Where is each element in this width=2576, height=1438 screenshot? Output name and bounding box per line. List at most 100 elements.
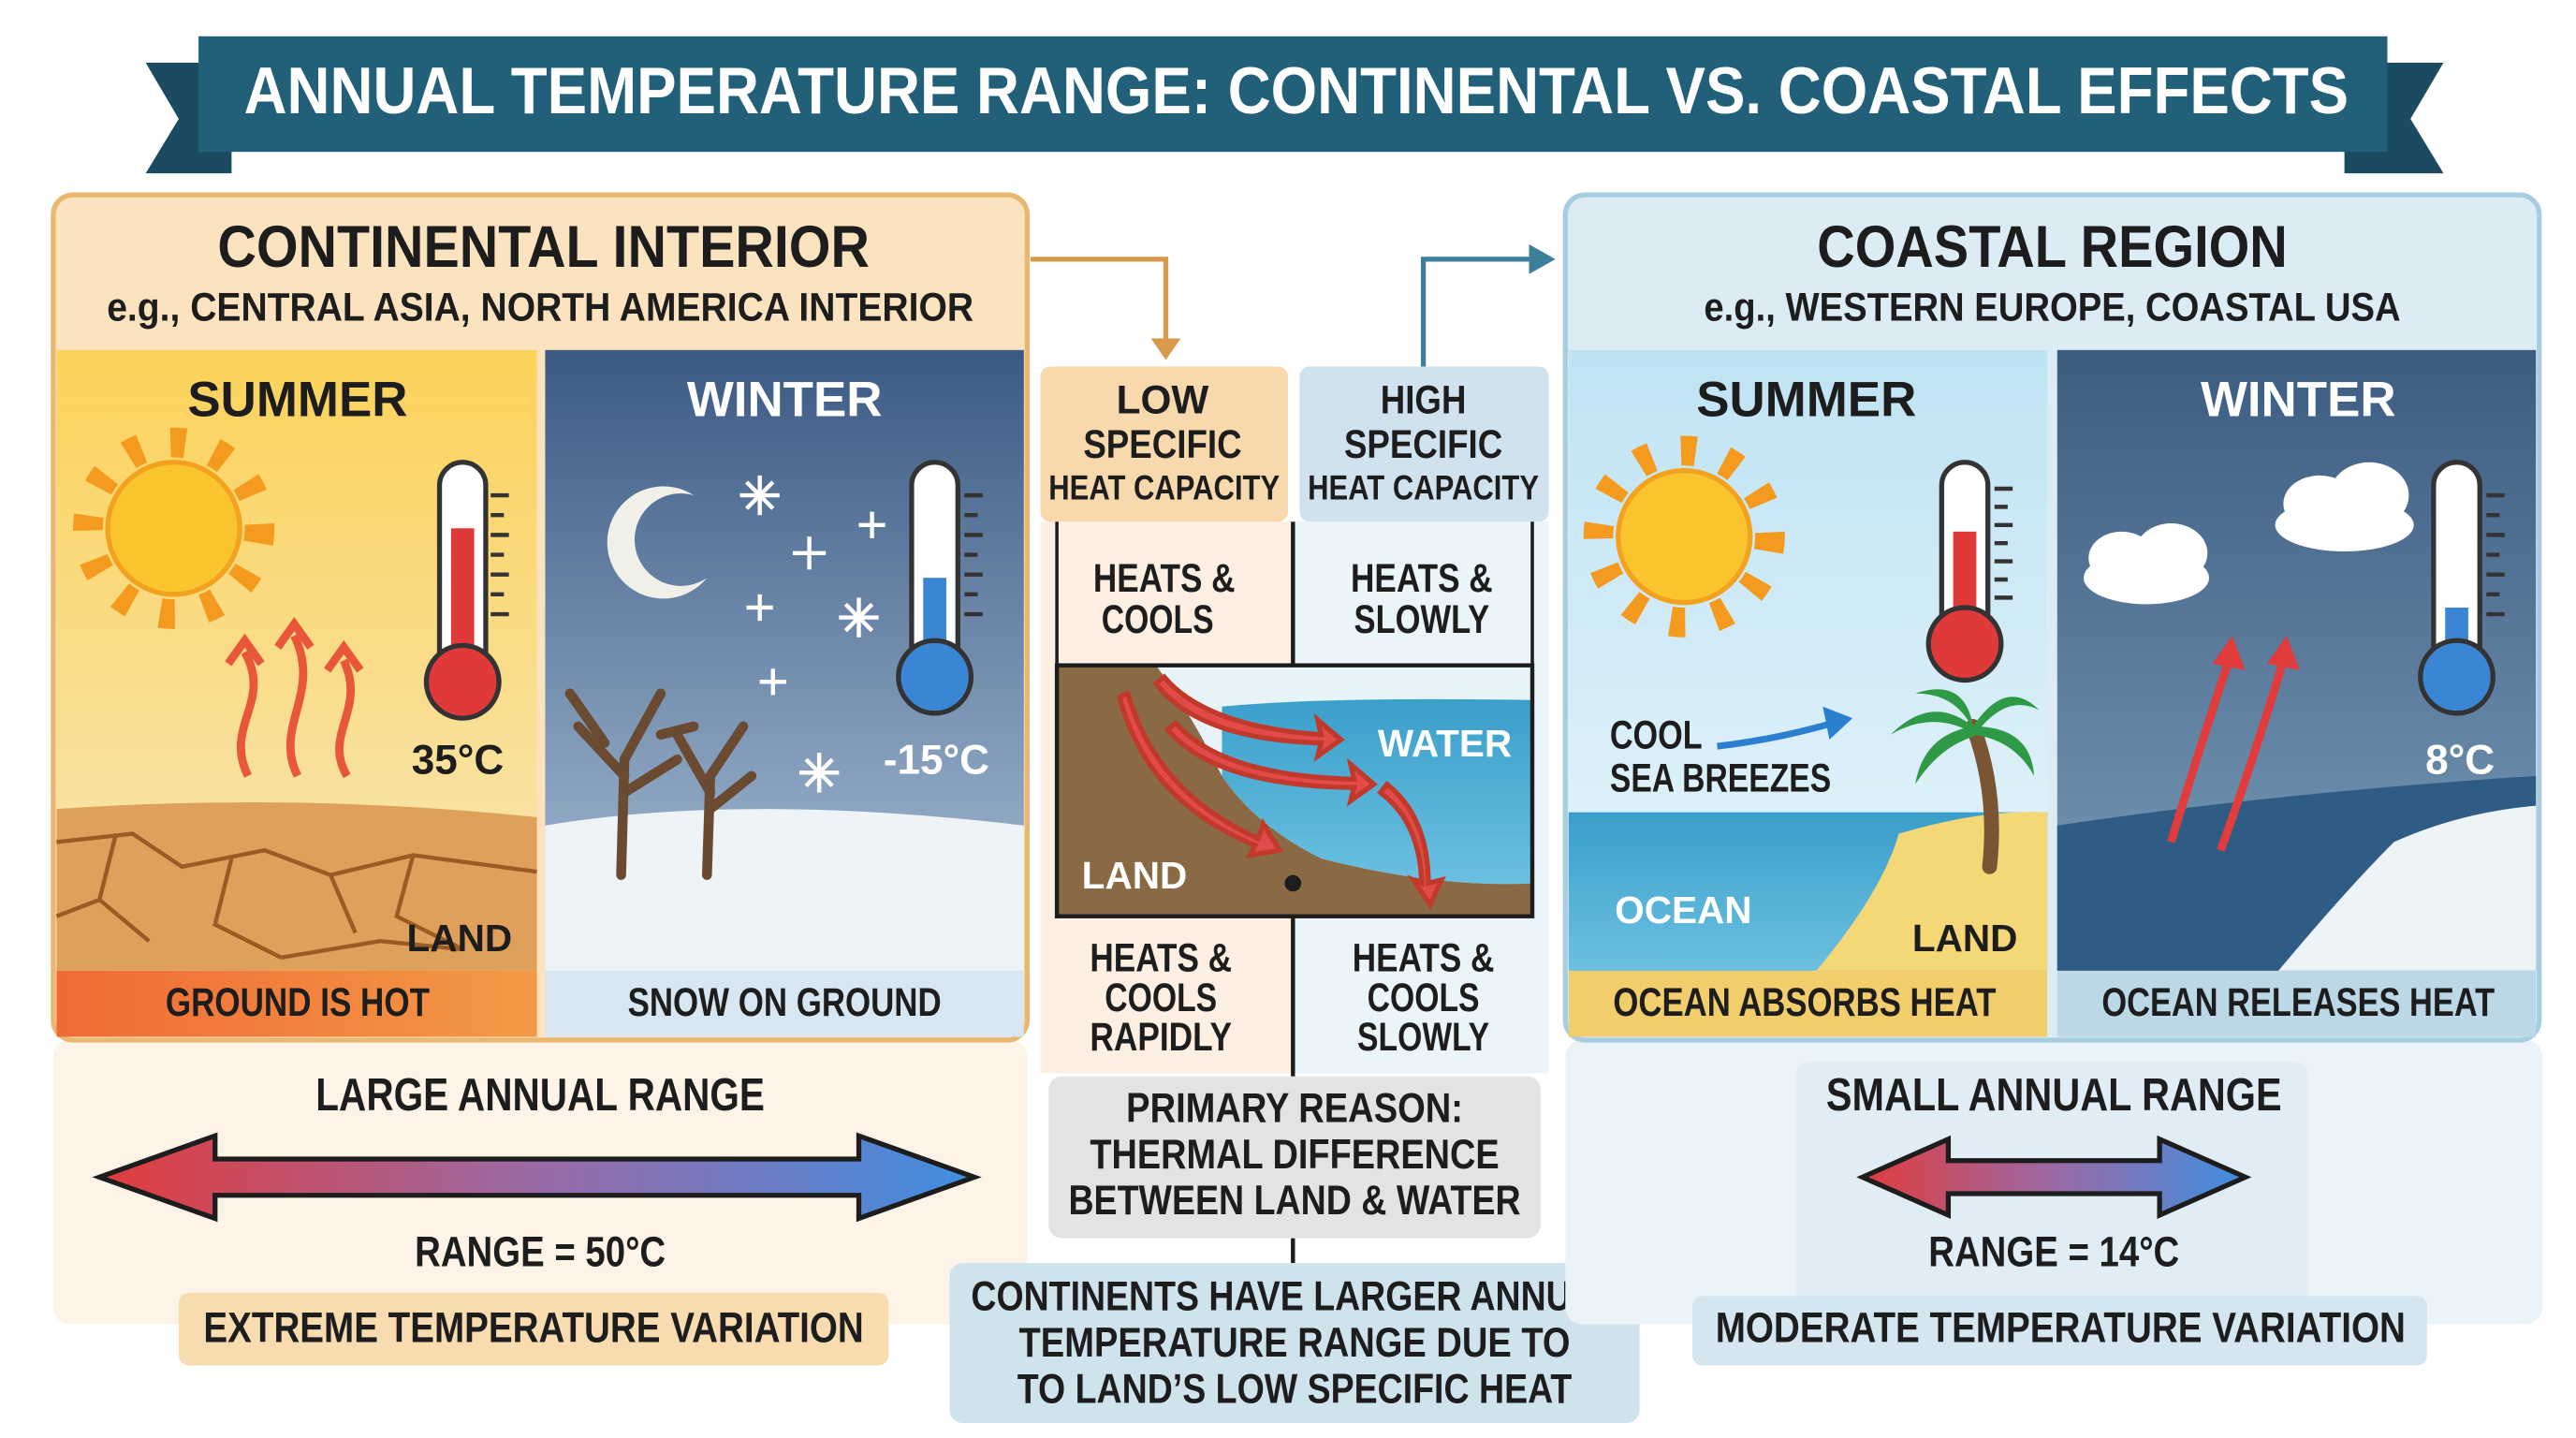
temperature: -15°C	[884, 737, 989, 783]
warm-air-head	[2212, 635, 2246, 670]
conclusion-line: TO LAND’S LOW SPECIFIC HEAT	[1017, 1366, 1573, 1412]
thermometer-ticks	[2486, 492, 2505, 617]
range-arrow	[92, 1132, 982, 1223]
caption: GROUND IS HOT	[166, 980, 430, 1024]
season-label: SUMMER	[1696, 372, 1916, 427]
breeze-arrowhead	[1822, 706, 1853, 741]
banner	[198, 36, 2388, 153]
range: RANGE = 50°C	[415, 1226, 666, 1275]
water	[1222, 698, 1532, 885]
property-line: HEAT CAPACITY	[1048, 468, 1280, 507]
note-line: SLOWLY	[1357, 1015, 1489, 1059]
range-title: SMALL ANNUAL RANGE	[1826, 1069, 2282, 1121]
range: RANGE = 14°C	[1928, 1226, 2179, 1275]
sun	[1616, 467, 1753, 606]
caption: SNOW ON GROUND	[628, 980, 942, 1024]
ocean-label: OCEAN	[1615, 888, 1751, 932]
panel-subtitle: e.g., CENTRAL ASIA, NORTH AMERICA INTERI…	[107, 286, 973, 330]
conclusion-box	[949, 1263, 1640, 1424]
connector	[1030, 257, 1169, 350]
caption: OCEAN RELEASES HEAT	[2101, 980, 2495, 1024]
reason-line: BETWEEN LAND & WATER	[1068, 1178, 1520, 1224]
temperature: 35°C	[412, 737, 504, 783]
note-line: SLOWLY	[1354, 597, 1490, 641]
property-line: SPECIFIC	[1344, 422, 1502, 466]
variation: MODERATE TEMPERATURE VARIATION	[1716, 1302, 2406, 1351]
pointer-dot	[1284, 874, 1302, 892]
thermometer-ticks	[1994, 486, 2013, 600]
variation: EXTREME TEMPERATURE VARIATION	[203, 1302, 863, 1351]
diagram-frame	[1054, 663, 1535, 918]
thermometer-ticks	[490, 492, 509, 617]
caption-bar	[545, 970, 1024, 1037]
note-line: HEATS &	[1353, 936, 1495, 980]
heat-arrows	[1116, 673, 1446, 910]
range-title: LARGE ANNUAL RANGE	[315, 1069, 765, 1121]
connector	[1420, 257, 1536, 367]
thermometer	[2418, 460, 2505, 716]
caption-bar	[1568, 970, 2048, 1037]
breeze-line: COOL	[1610, 712, 1703, 756]
season-label: WINTER	[687, 372, 883, 427]
connector-head	[1150, 338, 1181, 360]
conclusion-line: CONTINENTS HAVE LARGER ANNUAL	[971, 1274, 1617, 1320]
bare-trees	[564, 688, 757, 880]
snowy-shore	[2278, 805, 2537, 971]
reason-line: THERMAL DIFFERENCE	[1090, 1132, 1499, 1178]
conclusion-line: TEMPERATURE RANGE DUE TO	[1019, 1320, 1571, 1366]
thermometer	[1925, 460, 2013, 683]
thermometer-ticks	[964, 492, 983, 617]
land-label: LAND	[1912, 917, 2018, 960]
property-line: SPECIFIC	[1083, 422, 1241, 466]
property-box	[1040, 366, 1288, 522]
thermometer	[896, 460, 983, 716]
caption-bar	[2056, 970, 2537, 1037]
caption: OCEAN ABSORBS HEAT	[1613, 980, 1996, 1024]
palm-leaves	[1890, 689, 2040, 785]
thermometer-bulb	[2418, 638, 2496, 716]
panel-subtitle: e.g., WESTERN EUROPE, COASTAL USA	[1704, 286, 2400, 330]
note-line: RAPIDLY	[1090, 1015, 1232, 1059]
note-line: HEATS &	[1093, 556, 1236, 600]
property-line: LOW	[1117, 377, 1209, 421]
thermometer-bulb	[896, 638, 974, 716]
diagram-label: WATER	[1378, 722, 1512, 765]
thermometer-bulb	[423, 642, 502, 721]
thermometer	[423, 460, 509, 721]
ground-label: LAND	[407, 917, 513, 960]
heat-arrowheads	[225, 617, 364, 673]
snowflakes	[739, 475, 886, 793]
snow	[545, 809, 1024, 971]
thermometer-bulb	[1925, 605, 2004, 683]
variation-box	[1692, 1296, 2427, 1366]
warm-air-head	[2266, 635, 2301, 670]
note-line: HEATS &	[1090, 936, 1232, 980]
sun	[105, 460, 242, 597]
range-arrow	[1856, 1135, 2252, 1219]
note-line: HEATS &	[1351, 556, 1493, 600]
season-label: SUMMER	[187, 372, 407, 427]
connector-head	[1529, 243, 1556, 274]
sun-rays	[1583, 435, 1785, 638]
title: ANNUAL TEMPERATURE RANGE: CONTINENTAL VS…	[244, 53, 2349, 127]
clouds	[2084, 462, 2414, 605]
breeze-arrow	[1717, 720, 1834, 750]
panel-title: COASTAL REGION	[1817, 214, 2288, 280]
property-line: HEAT CAPACITY	[1308, 468, 1539, 507]
property-box	[1299, 366, 1549, 522]
note-line: COOLS	[1368, 976, 1480, 1020]
reason-box	[1048, 1076, 1541, 1239]
reason-line: PRIMARY REASON:	[1126, 1085, 1463, 1131]
variation-box	[178, 1292, 889, 1366]
diagram-label: LAND	[1082, 854, 1188, 897]
warm-air	[2167, 659, 2288, 852]
sun-rays	[73, 427, 275, 629]
note-line: COOLS	[1105, 976, 1217, 1020]
temperature: 8°C	[2425, 737, 2495, 783]
cracks	[55, 831, 537, 960]
palm-trunk	[1965, 718, 1999, 874]
property-line: HIGH	[1381, 377, 1467, 421]
moon	[607, 486, 708, 599]
season-label: WINTER	[2201, 372, 2396, 427]
